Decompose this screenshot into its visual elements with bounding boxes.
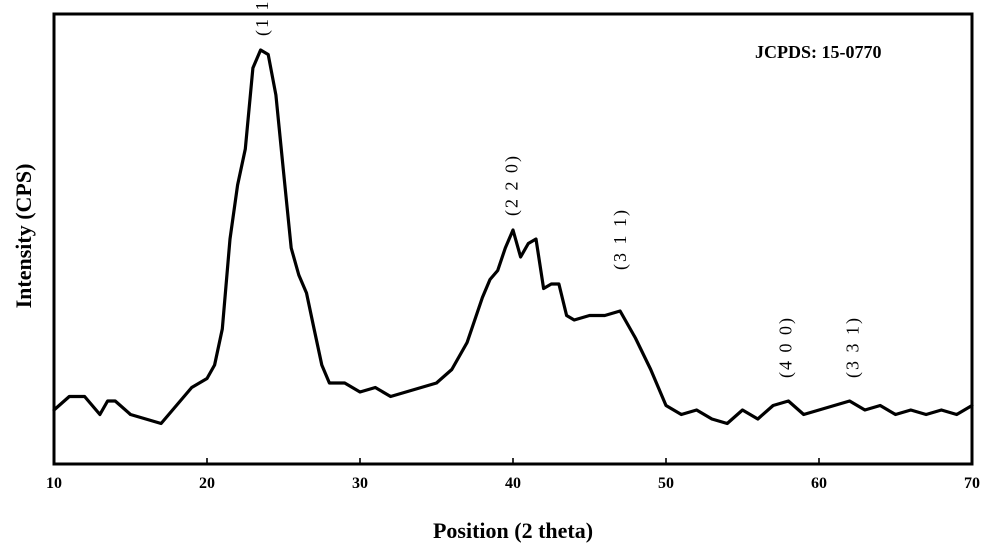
peak-label: (1 1 1) — [252, 0, 273, 36]
peak-label: (3 1 1) — [610, 208, 631, 270]
x-tick-label: 60 — [811, 475, 827, 492]
x-tick-label: 40 — [505, 475, 521, 492]
diffraction-pattern-line — [52, 48, 974, 426]
peak-labels: (1 1 1) (2 2 0) (3 1 1) (4 0 0) (3 3 1) — [252, 0, 864, 378]
y-axis-label: Intensity (CPS) — [11, 164, 36, 309]
x-tick-label: 50 — [658, 475, 674, 492]
x-axis-label: Position (2 theta) — [433, 518, 593, 543]
x-axis-ticks — [53, 458, 973, 464]
x-tick-label: 10 — [46, 475, 62, 492]
x-axis-tick-labels: 10 20 30 40 50 60 70 — [46, 475, 980, 492]
peak-label: (3 3 1) — [843, 316, 864, 378]
x-tick-label: 30 — [352, 475, 368, 492]
peak-label: (2 2 0) — [502, 154, 523, 216]
jcpds-annotation: JCPDS: 15-0770 — [755, 42, 882, 62]
peak-label: (4 0 0) — [775, 316, 796, 378]
x-tick-label: 70 — [964, 475, 980, 492]
x-tick-label: 20 — [199, 475, 215, 492]
plot-frame — [52, 12, 974, 466]
